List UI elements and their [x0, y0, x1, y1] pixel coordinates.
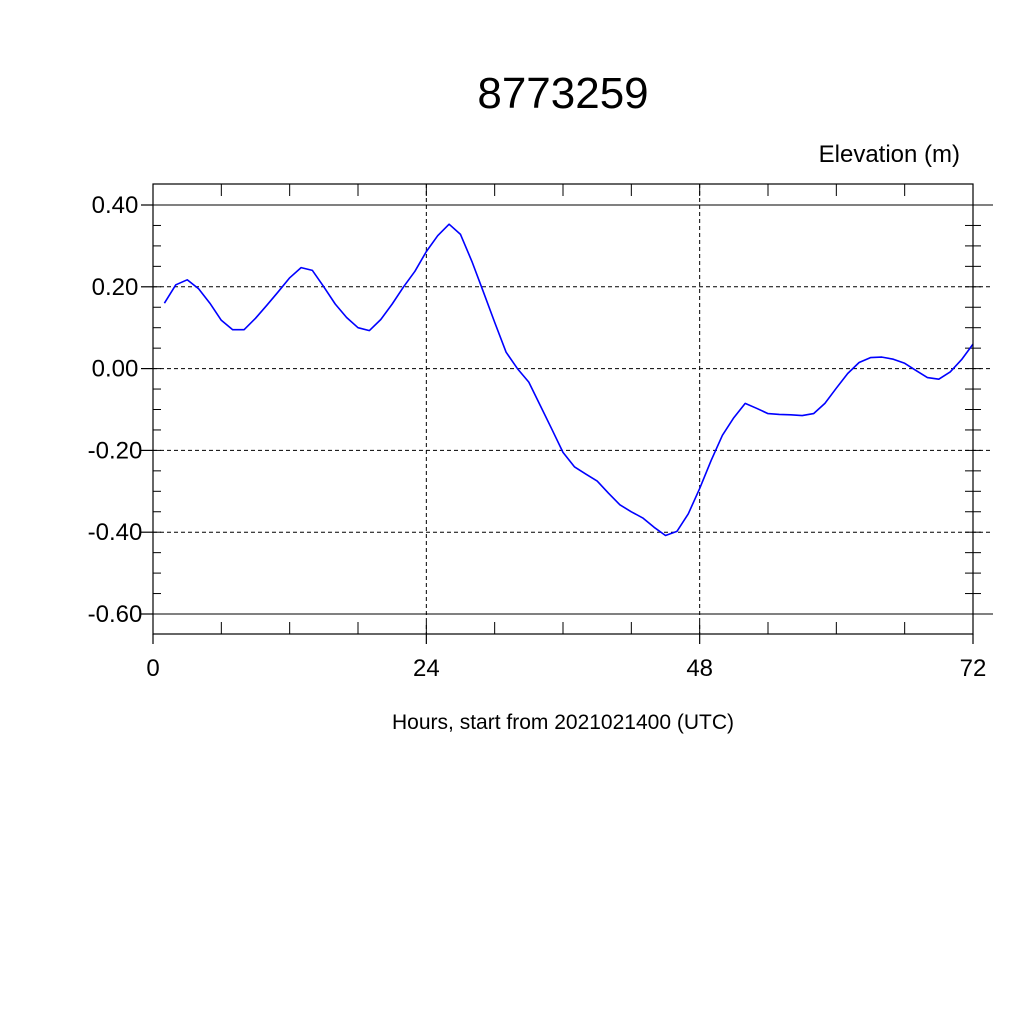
plot-frame — [152, 183, 974, 635]
x-tick-label: 0 — [146, 655, 159, 682]
tick-labels: -0.60 -0.40 -0.20 0.00 0.20 0.40 0 24 48 72 — [88, 192, 987, 682]
y-tick-label: 0.00 — [92, 356, 139, 383]
x-tick-label: 48 — [686, 655, 713, 682]
y-tick-label: -0.40 — [88, 519, 143, 546]
x-tick-label: 72 — [960, 655, 987, 682]
axis-ticks — [141, 184, 981, 644]
y-tick-label: -0.20 — [88, 437, 143, 464]
y-tick-label: 0.20 — [92, 274, 139, 301]
y-axis-label: Elevation (m) — [819, 141, 960, 168]
grid — [153, 184, 993, 634]
y-tick-label: -0.60 — [88, 601, 143, 628]
elevation-series-line — [163, 223, 974, 537]
chart-title: 8773259 — [477, 69, 648, 118]
x-axis-label: Hours, start from 2021021400 (UTC) — [392, 711, 734, 734]
x-tick-label: 24 — [413, 655, 440, 682]
series-layer — [163, 223, 974, 537]
y-tick-label: 0.40 — [92, 192, 139, 219]
